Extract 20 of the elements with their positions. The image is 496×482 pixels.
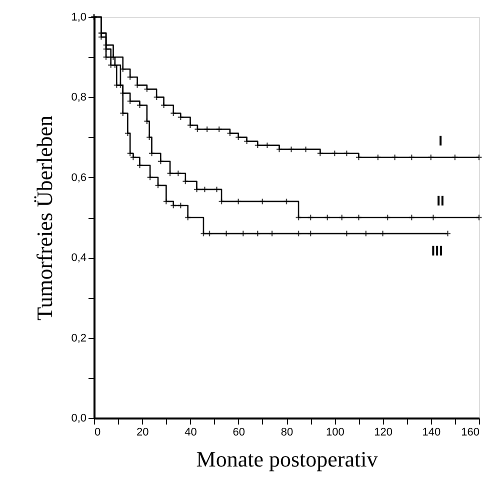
x-tick-label: 40	[184, 426, 197, 438]
y-tick-label: 1,0	[71, 12, 86, 24]
y-tick-label: 0,8	[71, 92, 86, 104]
y-tick-label: 0,4	[71, 252, 86, 264]
x-tick-label: 140	[422, 426, 441, 438]
y-axis-title: Tumorfreies Überleben	[32, 115, 58, 321]
x-tick-label: 20	[136, 426, 149, 438]
x-tick-label: 60	[232, 426, 245, 438]
x-tick-label: 80	[280, 426, 294, 438]
y-tick-label: 0,6	[71, 172, 86, 184]
x-tick-label: 100	[326, 426, 344, 438]
x-tick-label: 120	[374, 426, 392, 438]
annotation: I	[438, 132, 442, 148]
annotation: II	[436, 192, 444, 208]
x-tick-label: 160	[461, 426, 480, 438]
y-tick-label: 0,0	[71, 412, 86, 424]
x-axis-title: Monate postoperativ	[196, 446, 378, 472]
annotation: III	[431, 242, 443, 259]
y-tick-label: 0,2	[71, 332, 86, 344]
x-tick-label: 0	[94, 426, 101, 438]
